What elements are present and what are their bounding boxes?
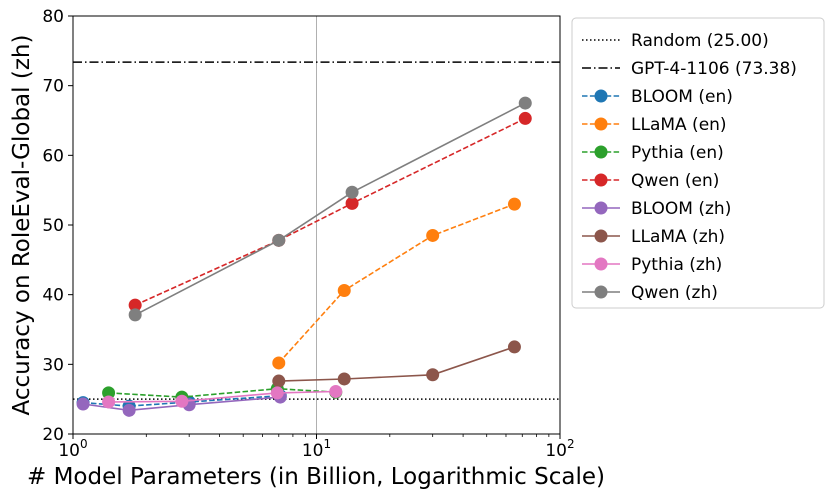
- y-tick-label-40: 40: [42, 286, 64, 306]
- legend-marker-5: [594, 173, 608, 187]
- series-7-point-1: [272, 233, 286, 247]
- series-3-point-2: [345, 196, 359, 210]
- series-1-point-3: [507, 197, 521, 211]
- series-5-point-3: [507, 340, 521, 354]
- series-4-point-1: [122, 403, 136, 417]
- series-5-point-0: [272, 374, 286, 388]
- series-1-point-1: [337, 283, 351, 297]
- series-line-1: [278, 203, 515, 364]
- legend-label-8: Pythia (zh): [631, 255, 722, 275]
- y-tick-label-70: 70: [42, 77, 64, 97]
- plot-area: [73, 16, 560, 434]
- series-line-2: [108, 387, 336, 398]
- x-tick-label-100: 102: [545, 437, 574, 461]
- legend-marker-7: [594, 229, 608, 243]
- legend-marker-6: [594, 201, 608, 215]
- series-6-point-2: [270, 386, 284, 400]
- series-7-point-3: [518, 96, 532, 110]
- y-tick-label-50: 50: [42, 216, 64, 236]
- series-line-0: [83, 394, 281, 407]
- series-3-point-3: [518, 111, 532, 125]
- y-tick-label-30: 30: [42, 355, 64, 375]
- series-1-point-2: [426, 228, 440, 242]
- axes: 20 30 40 50 60 70 80 100 101 102: [42, 7, 574, 461]
- series-line-5: [278, 346, 515, 382]
- legend-label-4: Pythia (en): [631, 143, 724, 163]
- legend-label-6: BLOOM (zh): [631, 199, 731, 219]
- legend-label-3: LLaMA (en): [631, 115, 727, 135]
- series-line-7: [134, 102, 526, 316]
- series-7-point-2: [345, 185, 359, 199]
- y-axis-label: Accuracy on RoleEval-Global (zh): [9, 35, 35, 416]
- series-6-point-1: [175, 394, 189, 408]
- series-1-point-0: [272, 356, 286, 370]
- y-tick-label-20: 20: [42, 425, 64, 445]
- series-line-6: [108, 390, 336, 403]
- series-6-point-0: [102, 395, 116, 409]
- series-5-point-1: [337, 372, 351, 386]
- legend-label-5: Qwen (en): [631, 171, 719, 191]
- series-line-3: [134, 117, 526, 306]
- series-4-point-0: [76, 397, 90, 411]
- legend-frame: [571, 17, 825, 309]
- x-axis-label: # Model Parameters (in Billion, Logarith…: [27, 464, 605, 490]
- series-3-point-0: [128, 298, 142, 312]
- legend: Random (25.00) GPT-4-1106 (73.38) BLOOM (e…: [571, 17, 825, 309]
- legend-marker-2: [594, 89, 608, 103]
- series-6-point-3: [329, 385, 343, 399]
- legend-marker-3: [594, 117, 608, 131]
- legend-label-0: Random (25.00): [631, 31, 769, 51]
- x-tick-label-10: 101: [302, 437, 331, 461]
- series-group: [76, 96, 532, 417]
- legend-label-2: BLOOM (en): [631, 87, 733, 107]
- legend-label-1: GPT-4-1106 (73.38): [631, 59, 797, 79]
- legend-label-7: LLaMA (zh): [631, 227, 725, 247]
- legend-marker-9: [594, 285, 608, 299]
- series-2-point-0: [102, 386, 116, 400]
- x-tick-label-1: 100: [58, 437, 87, 461]
- y-tick-label-60: 60: [42, 146, 64, 166]
- legend-marker-4: [594, 145, 608, 159]
- series-5-point-2: [426, 368, 440, 382]
- legend-marker-8: [594, 257, 608, 271]
- y-tick-label-80: 80: [42, 7, 64, 27]
- series-7-point-0: [128, 308, 142, 322]
- legend-label-9: Qwen (zh): [631, 283, 718, 303]
